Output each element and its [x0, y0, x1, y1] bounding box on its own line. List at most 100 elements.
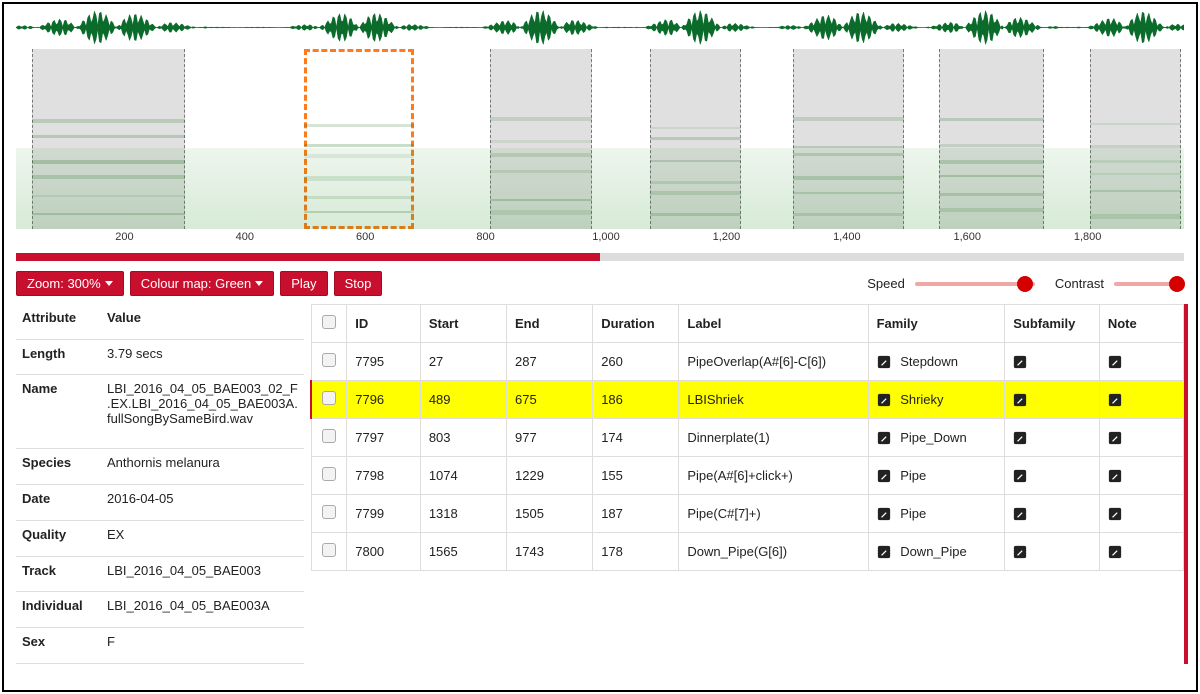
stop-button[interactable]: Stop — [334, 271, 383, 296]
edit-icon[interactable] — [1013, 393, 1027, 407]
column-header[interactable]: End — [507, 305, 593, 343]
cell-note — [1099, 419, 1183, 457]
chevron-down-icon — [105, 281, 113, 286]
table-row[interactable]: 779913181505187Pipe(C#[7]+) Pipe — [311, 495, 1184, 533]
row-checkbox[interactable] — [322, 467, 336, 481]
column-header[interactable]: Label — [679, 305, 868, 343]
table-row[interactable]: 779527287260PipeOverlap(A#[6]-C[6]) Step… — [311, 343, 1184, 381]
cell-label: PipeOverlap(A#[6]-C[6]) — [679, 343, 868, 381]
table-row[interactable]: 779810741229155Pipe(A#[6]+click+) Pipe — [311, 457, 1184, 495]
cell-duration: 187 — [593, 495, 679, 533]
axis-tick: 600 — [356, 231, 374, 243]
colourmap-dropdown[interactable]: Colour map: Green — [130, 271, 275, 296]
table-row[interactable]: 7797803977174Dinnerplate(1) Pipe_Down — [311, 419, 1184, 457]
meta-key: Date — [16, 485, 101, 521]
edit-icon[interactable] — [1013, 507, 1027, 521]
speed-slider-thumb[interactable] — [1017, 276, 1033, 292]
cell-end: 977 — [507, 419, 593, 457]
edit-icon[interactable] — [1013, 431, 1027, 445]
cell-subfamily — [1005, 419, 1100, 457]
edit-icon[interactable] — [877, 507, 891, 521]
edit-icon[interactable] — [1108, 469, 1122, 483]
contrast-slider[interactable] — [1114, 279, 1184, 289]
cell-end: 675 — [507, 381, 593, 419]
column-header[interactable]: Family — [868, 305, 1005, 343]
edit-icon[interactable] — [1108, 545, 1122, 559]
row-checkbox[interactable] — [322, 429, 336, 443]
column-header[interactable]: Start — [420, 305, 506, 343]
axis-tick: 200 — [115, 231, 133, 243]
column-header[interactable]: Subfamily — [1005, 305, 1100, 343]
speed-slider[interactable] — [915, 279, 1035, 289]
meta-value: LBI_2016_04_05_BAE003A — [101, 592, 304, 628]
contrast-slider-thumb[interactable] — [1169, 276, 1185, 292]
table-row[interactable]: 7796489675186LBIShriek Shrieky — [311, 381, 1184, 419]
meta-row: TrackLBI_2016_04_05_BAE003 — [16, 556, 304, 592]
cell-id: 7799 — [347, 495, 421, 533]
column-header[interactable]: Note — [1099, 305, 1183, 343]
row-checkbox[interactable] — [322, 353, 336, 367]
timeline-scrollbar-thumb[interactable] — [16, 253, 600, 261]
timeline-scrollbar[interactable] — [16, 253, 1184, 261]
cell-note — [1099, 495, 1183, 533]
cell-start: 1565 — [420, 533, 506, 571]
cell-start: 803 — [420, 419, 506, 457]
cell-family: Shrieky — [868, 381, 1005, 419]
speed-label: Speed — [867, 276, 905, 291]
axis-tick: 1,400 — [833, 231, 861, 243]
cell-label: Dinnerplate(1) — [679, 419, 868, 457]
row-checkbox[interactable] — [322, 543, 336, 557]
metadata-table: Attribute Value Length3.79 secsNameLBI_2… — [16, 304, 304, 664]
edit-icon[interactable] — [1108, 393, 1122, 407]
meta-header-attr: Attribute — [16, 304, 101, 339]
edit-icon[interactable] — [1013, 469, 1027, 483]
cell-note — [1099, 533, 1183, 571]
column-header[interactable] — [311, 305, 347, 343]
edit-icon[interactable] — [877, 469, 891, 483]
colourmap-label: Colour map: Green — [141, 276, 252, 291]
meta-row: SexF — [16, 628, 304, 664]
meta-key: Sex — [16, 628, 101, 664]
edit-icon[interactable] — [877, 545, 891, 559]
cell-start: 27 — [420, 343, 506, 381]
cell-duration: 155 — [593, 457, 679, 495]
column-header[interactable]: Duration — [593, 305, 679, 343]
axis-tick: 1,000 — [592, 231, 620, 243]
segment[interactable] — [939, 49, 1044, 229]
segment[interactable] — [793, 49, 903, 229]
toolbar: Zoom: 300% Colour map: Green Play Stop S… — [4, 267, 1196, 304]
meta-value: LBI_2016_04_05_BAE003 — [101, 556, 304, 592]
cell-label: Pipe(C#[7]+) — [679, 495, 868, 533]
cell-label: Pipe(A#[6]+click+) — [679, 457, 868, 495]
meta-key: Species — [16, 449, 101, 485]
meta-header-val: Value — [101, 304, 304, 339]
table-row[interactable]: 780015651743178Down_Pipe(G[6]) Down_Pipe — [311, 533, 1184, 571]
axis-tick: 800 — [476, 231, 494, 243]
cell-start: 489 — [420, 381, 506, 419]
meta-value: 2016-04-05 — [101, 485, 304, 521]
row-checkbox[interactable] — [322, 391, 336, 405]
cell-subfamily — [1005, 495, 1100, 533]
row-checkbox[interactable] — [322, 505, 336, 519]
segment-selected[interactable] — [304, 49, 414, 229]
edit-icon[interactable] — [877, 355, 891, 369]
cell-duration: 186 — [593, 381, 679, 419]
meta-row: Date2016-04-05 — [16, 485, 304, 521]
edit-icon[interactable] — [1013, 355, 1027, 369]
segment[interactable] — [32, 49, 185, 229]
edit-icon[interactable] — [877, 393, 891, 407]
spectrogram-panel[interactable] — [4, 49, 1196, 229]
select-all-checkbox[interactable] — [322, 315, 336, 329]
edit-icon[interactable] — [1108, 507, 1122, 521]
edit-icon[interactable] — [1108, 431, 1122, 445]
edit-icon[interactable] — [1013, 545, 1027, 559]
segment[interactable] — [1090, 49, 1181, 229]
cell-subfamily — [1005, 343, 1100, 381]
waveform-panel[interactable] — [4, 4, 1196, 49]
zoom-dropdown[interactable]: Zoom: 300% — [16, 271, 124, 296]
edit-icon[interactable] — [1108, 355, 1122, 369]
column-header[interactable]: ID — [347, 305, 421, 343]
edit-icon[interactable] — [877, 431, 891, 445]
play-button[interactable]: Play — [280, 271, 327, 296]
cell-family: Pipe — [868, 457, 1005, 495]
